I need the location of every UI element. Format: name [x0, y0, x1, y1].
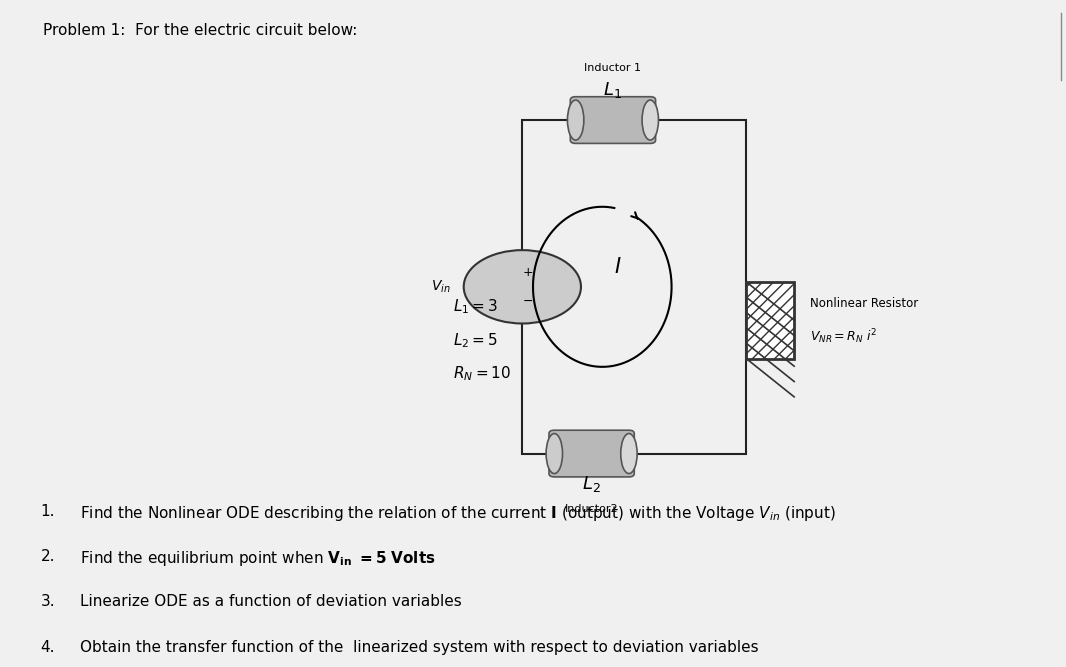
- Text: 2.: 2.: [41, 549, 55, 564]
- Text: Find the Nonlinear ODE describing the relation of the current $\bf{I}$ (output) : Find the Nonlinear ODE describing the re…: [80, 504, 836, 522]
- Text: Inductor 1: Inductor 1: [584, 63, 642, 73]
- Text: $V_{in}$: $V_{in}$: [432, 279, 451, 295]
- Ellipse shape: [642, 100, 659, 140]
- Text: Inductor2: Inductor2: [565, 504, 618, 514]
- Text: Linearize ODE as a function of deviation variables: Linearize ODE as a function of deviation…: [80, 594, 462, 609]
- Text: Nonlinear Resistor: Nonlinear Resistor: [810, 297, 919, 310]
- FancyBboxPatch shape: [570, 97, 656, 143]
- Text: −: −: [522, 295, 533, 308]
- FancyBboxPatch shape: [549, 430, 634, 477]
- Text: Problem 1:  For the electric circuit below:: Problem 1: For the electric circuit belo…: [43, 23, 357, 38]
- Text: $L_2=5$: $L_2=5$: [453, 331, 498, 350]
- Bar: [746, 281, 794, 359]
- Text: +: +: [522, 265, 533, 279]
- Text: 4.: 4.: [41, 640, 55, 654]
- Text: 1.: 1.: [41, 504, 55, 518]
- Ellipse shape: [567, 100, 584, 140]
- Text: $R_N=10$: $R_N=10$: [453, 364, 511, 383]
- Text: $L_2$: $L_2$: [582, 474, 601, 494]
- Text: $L_1$: $L_1$: [603, 80, 623, 100]
- Bar: [746, 281, 794, 359]
- Circle shape: [464, 250, 581, 323]
- Text: Obtain the transfer function of the  linearized system with respect to deviation: Obtain the transfer function of the line…: [80, 640, 759, 654]
- Text: $V_{NR}= R_N\ i^2$: $V_{NR}= R_N\ i^2$: [810, 327, 877, 346]
- Ellipse shape: [546, 434, 563, 474]
- Bar: [522, 120, 746, 454]
- Text: $L_1=3$: $L_1=3$: [453, 297, 498, 316]
- Text: 3.: 3.: [41, 594, 55, 609]
- Ellipse shape: [620, 434, 637, 474]
- Text: Find the equilibrium point when $\bf{V_{in}}$ $\bf{= 5\ Volts}$: Find the equilibrium point when $\bf{V_{…: [80, 549, 436, 568]
- Text: $I$: $I$: [614, 257, 623, 277]
